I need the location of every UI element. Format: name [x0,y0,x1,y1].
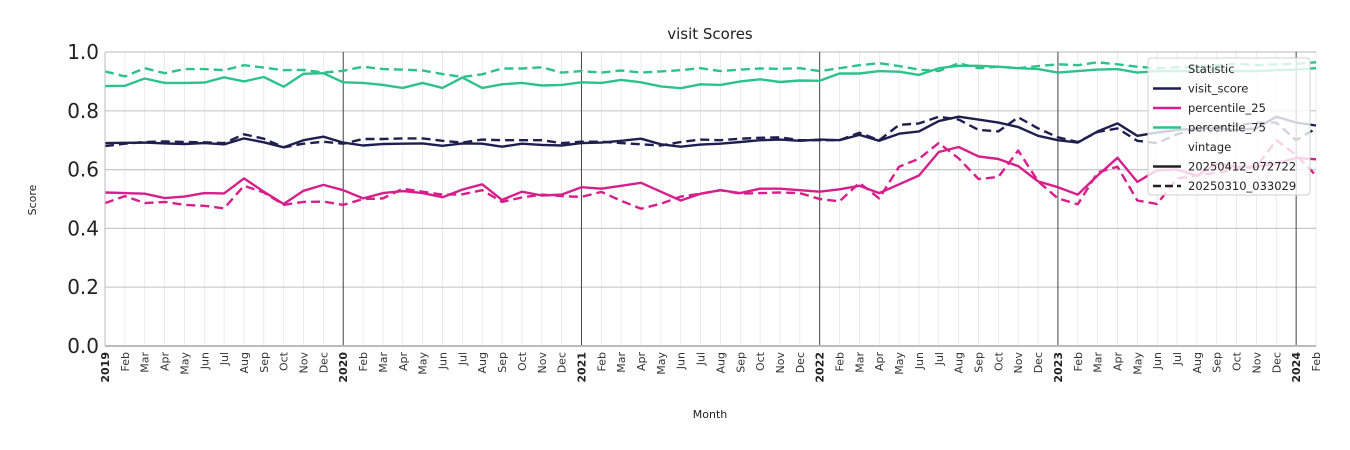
legend-entry-percentile_75: percentile_75 [1188,121,1266,135]
x-tick-label-year: 2024 [1290,352,1303,383]
x-tick-label-month: Sep [496,352,509,373]
x-tick-label-month: Mar [615,352,628,373]
x-tick-label-month: Sep [973,352,986,373]
x-tick-label-month: May [178,352,191,375]
x-tick-label-month: Oct [1231,351,1244,371]
x-tick-label-month: Nov [536,352,549,374]
legend-entry-percentile_25: percentile_25 [1188,101,1266,115]
x-tick-label-month: Jul [456,352,469,366]
x-tick-label-month: Dec [317,352,330,373]
x-tick-label-month: Feb [1072,352,1085,371]
x-tick-label-month: Apr [873,352,886,372]
x-tick-label-year: 2021 [575,352,588,383]
y-axis-label: Score [26,184,39,215]
x-tick-label-month: Oct [754,351,767,371]
x-tick-label-month: Sep [1211,352,1224,373]
x-tick-label-month: Aug [1191,352,1204,373]
x-tick-label-month: Jun [675,352,688,370]
x-tick-label-year: 2022 [814,352,827,383]
x-tick-label-month: Dec [1032,352,1045,373]
x-tick-label-month: Feb [834,352,847,371]
x-tick-label-month: Aug [714,352,727,373]
x-tick-label-month: Feb [1310,352,1323,371]
x-tick-label-month: Nov [1250,352,1263,374]
x-tick-label-month: Aug [953,352,966,373]
x-tick-label-month: Jul [218,352,231,366]
legend-entry-vintage: 20250310_033029 [1188,179,1296,193]
legend-title-vintage: vintage [1188,140,1231,154]
axes: 0.0 0.2 0.4 0.6 0.8 1.0 2019 Feb Mar Apr May Jun Jul… [67,40,1323,383]
x-tick-label-month: Nov [298,352,311,374]
y-tick-label: 0.8 [67,99,99,123]
x-tick-label-month: Apr [159,352,172,372]
x-tick-label-month: Mar [1092,352,1105,373]
x-tick-label-month: Dec [794,352,807,373]
series-line-percentile_25-dashed [104,138,1317,210]
grid [105,51,1317,347]
x-tick-label-month: Feb [119,352,132,371]
x-tick-label-month: Oct [516,351,529,371]
y-tick-label: 0.6 [67,158,99,182]
x-tick-label-month: Mar [853,352,866,373]
series-line-percentile_75-solid [104,64,1317,90]
x-tick-label-month: Aug [476,352,489,373]
legend-entry-vintage: 20250412_072722 [1188,160,1296,174]
x-tick-label-month: Sep [734,352,747,373]
legend-entry-visit_score: visit_score [1188,82,1248,96]
legend-title-statistic: Statistic [1188,62,1235,76]
x-tick-label-month: Sep [258,352,271,373]
legend: Statistic visit_score percentile_25percent… [1147,57,1311,196]
x-tick-label-month: May [1131,352,1144,375]
series-layer [104,61,1317,210]
x-tick-label-month: Jun [913,352,926,370]
legend-box [1147,57,1311,196]
x-tick-label-month: Jun [436,352,449,370]
x-tick-label-month: Nov [1012,352,1025,374]
x-tick-label-month: Jun [1151,352,1164,370]
x-tick-label-month: Dec [556,352,569,373]
x-tick-label-month: Jul [1171,352,1184,366]
x-tick-label-month: May [417,352,430,375]
x-tick-label-month: Apr [635,352,648,372]
x-axis-label: Month [693,408,728,421]
x-tick-label-month: Jul [695,352,708,366]
y-tick-label: 1.0 [67,40,99,64]
x-tick-label-month: Jul [933,352,946,366]
x-tick-label-month: Jun [198,352,211,370]
x-tick-label-month: Aug [238,352,251,373]
x-tick-label-month: May [655,352,668,375]
series-line-visit_score-solid [104,115,1317,149]
x-tick-label-month: Feb [595,352,608,371]
x-tick-label-year: 2020 [337,352,350,383]
x-tick-label-year: 2019 [99,352,112,383]
x-tick-label-month: Dec [1270,352,1283,373]
x-tick-label-month: Apr [1111,352,1124,372]
x-tick-label-month: Mar [377,352,390,373]
x-tick-label-month: Mar [139,352,152,373]
x-tick-label-month: Nov [774,352,787,374]
x-tick-label-month: Oct [992,351,1005,371]
y-tick-label: 0.4 [67,216,99,240]
x-tick-label-month: Oct [278,351,291,371]
chart-title: visit Scores [667,25,753,43]
x-tick-label-month: Apr [397,352,410,372]
x-tick-label-year: 2023 [1052,352,1065,383]
y-tick-label: 0.0 [67,334,99,358]
x-tick-label-month: Feb [357,352,370,371]
series-line-visit_score-dashed [104,115,1317,149]
x-tick-label-month: May [893,352,906,375]
y-tick-label: 0.2 [67,275,99,299]
